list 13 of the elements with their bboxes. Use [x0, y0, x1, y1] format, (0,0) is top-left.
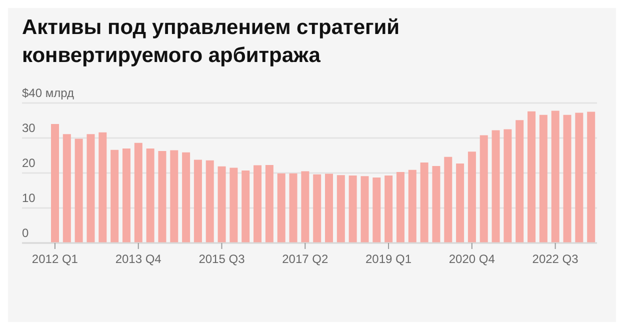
y-tick-label: 0 — [22, 226, 29, 240]
x-tick-label: 2019 Q1 — [366, 252, 412, 266]
x-tick-label: 2013 Q4 — [115, 252, 162, 266]
y-tick-label: $40 млрд — [22, 86, 74, 100]
x-tick-label: 2015 Q3 — [198, 252, 246, 266]
x-tick-label: 2022 Q3 — [532, 252, 579, 266]
x-tick-label: 2020 Q4 — [448, 252, 496, 266]
y-tick-label: 30 — [22, 121, 36, 135]
y-tick-label: 20 — [22, 156, 36, 170]
y-tick-label: 10 — [22, 191, 36, 205]
chart-title: Активы под управлением стратегий конвертируемого арбитража — [22, 15, 401, 69]
x-tick-label: 2017 Q2 — [282, 252, 328, 266]
x-tick-label: 2012 Q1 — [32, 252, 78, 266]
